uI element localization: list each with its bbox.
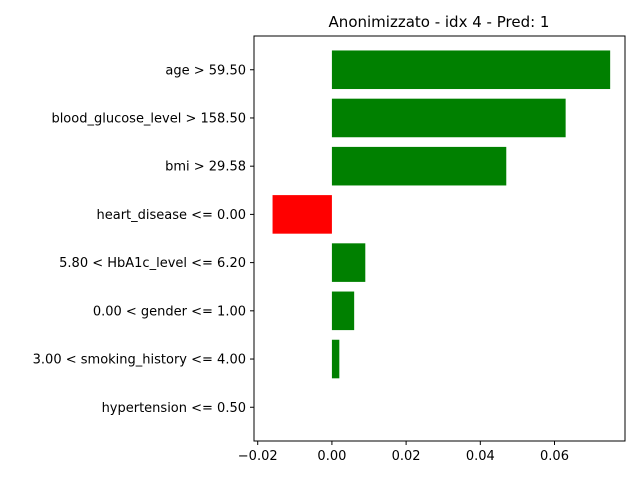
x-axis: −0.02 0.00 0.02 0.04 0.06 [238, 441, 569, 464]
bar-4 [331, 243, 366, 282]
bar-0 [331, 50, 611, 90]
bar-5 [331, 291, 355, 331]
y-tick-label: hypertension <= 0.50 [102, 401, 246, 416]
bars-layer [272, 50, 611, 379]
y-axis: age > 59.50 blood_glucose_level > 158.50 b… [33, 63, 254, 416]
x-tick-label: 0.00 [317, 449, 346, 464]
bar-2 [331, 146, 507, 186]
x-tick-label: 0.06 [540, 449, 569, 464]
x-tick-label: −0.02 [238, 449, 278, 464]
bar-1 [331, 98, 566, 138]
y-tick-label: blood_glucose_level > 158.50 [51, 111, 246, 126]
bar-3 [272, 195, 332, 234]
x-tick-label: 0.02 [392, 449, 421, 464]
plot-frame [253, 35, 626, 442]
bar-6 [331, 339, 340, 379]
y-tick-label: 3.00 < smoking_history <= 4.00 [33, 353, 246, 368]
y-tick-label: 0.00 < gender <= 1.00 [93, 304, 246, 319]
y-tick-label: age > 59.50 [165, 63, 246, 78]
x-tick-label: 0.04 [466, 449, 495, 464]
y-tick-label: 5.80 < HbA1c_level <= 6.20 [59, 256, 246, 271]
y-tick-label: bmi > 29.58 [165, 160, 246, 175]
y-tick-label: heart_disease <= 0.00 [96, 208, 246, 223]
chart-title: Anonimizzato - idx 4 - Pred: 1 [329, 13, 550, 31]
